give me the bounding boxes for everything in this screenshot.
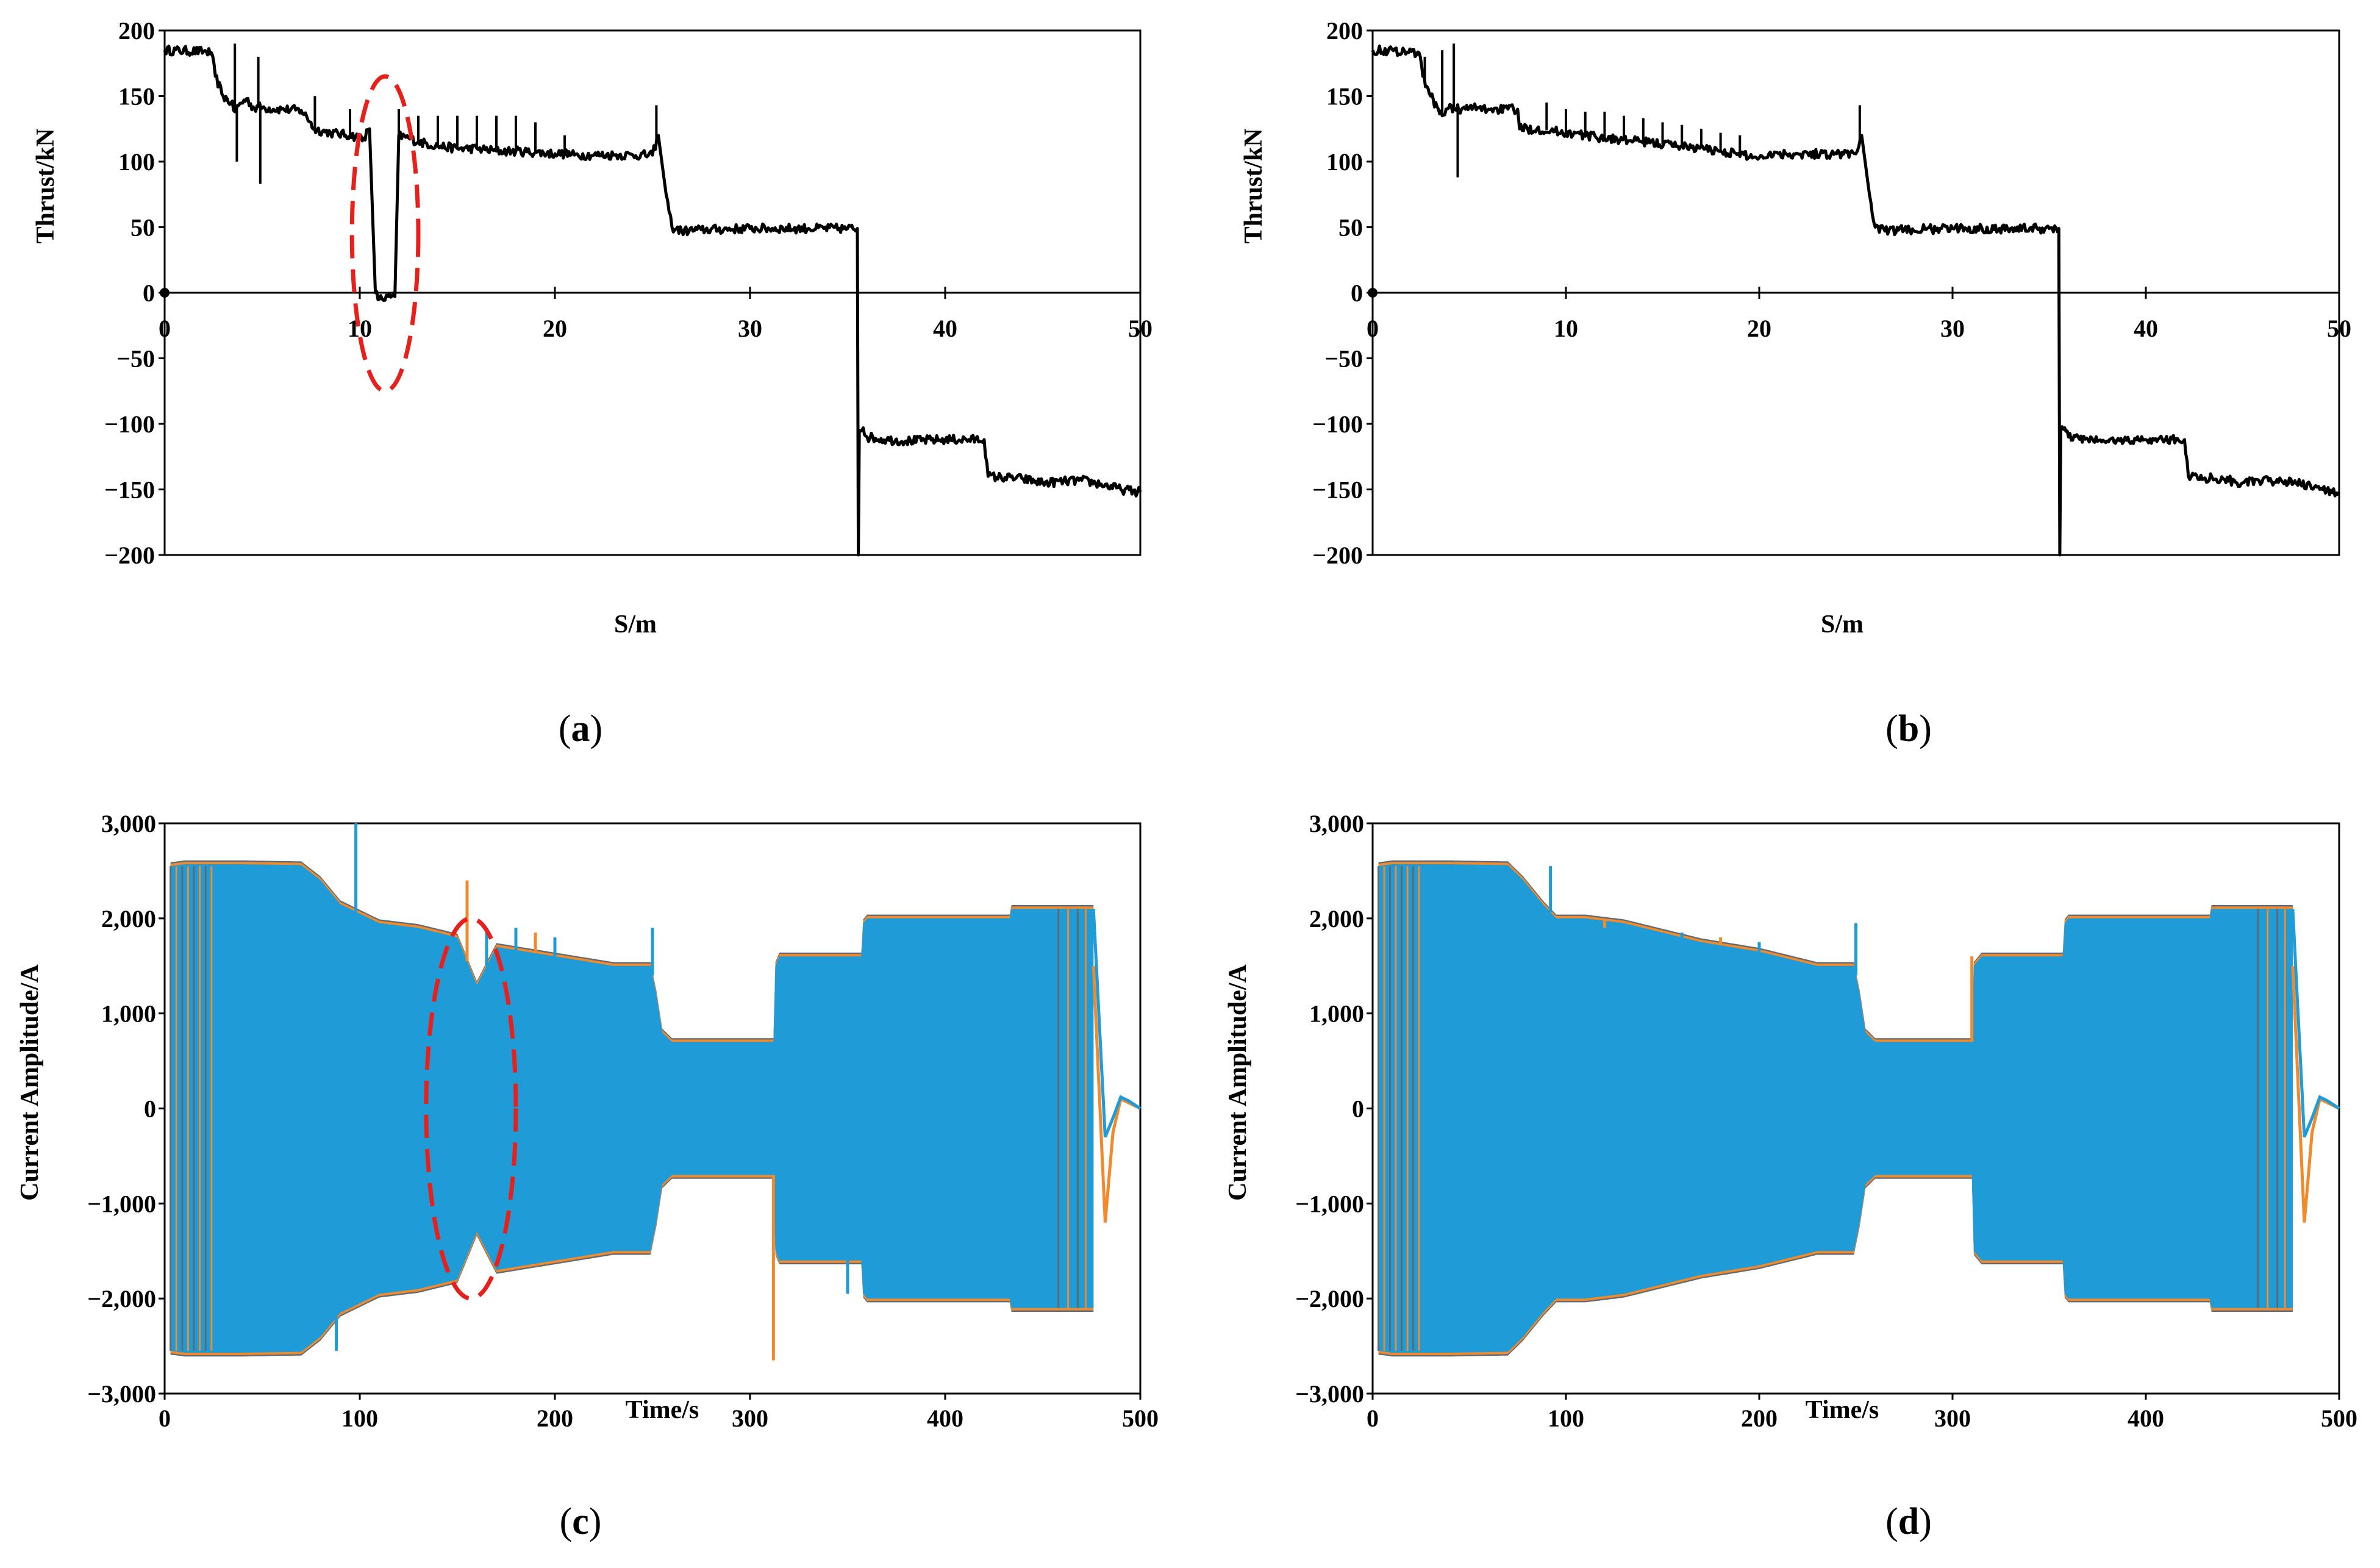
chart-a-ytick-label: 100 [118, 148, 155, 176]
chart-a-ytick-label: −50 [116, 345, 155, 373]
chart-b-ytick-label: 150 [1326, 83, 1363, 110]
chart-c-ytick-label: 1,000 [101, 1000, 156, 1028]
chart-d-tail-orange [2291, 965, 2340, 1223]
chart-c-xtick-label: 400 [927, 1405, 963, 1432]
chart-a-ytick-label: 50 [130, 214, 155, 242]
chart-b-xtick-label: 40 [2134, 315, 2158, 342]
chart-b-ytick-label: −50 [1324, 345, 1363, 373]
chart-a-xlabel: S/m [614, 610, 657, 639]
chart-c-phase-a-band [170, 864, 1094, 1353]
chart-c-tail-orange [1092, 965, 1142, 1223]
chart-c-xtick-label: 500 [1122, 1405, 1159, 1432]
chart-d-ytick-label: −1,000 [1295, 1190, 1364, 1217]
chart-d: Current Amplitude/A Time/s 3,000 2,000 1,0… [1224, 810, 2357, 1432]
chart-c-ytick-label: −1,000 [87, 1190, 156, 1217]
chart-d-xtick-label: 300 [1934, 1405, 1971, 1432]
chart-b-ytick-label: 100 [1326, 148, 1363, 176]
chart-b-ytick-label: −150 [1312, 476, 1363, 504]
chart-a-ytick-label: 200 [118, 17, 155, 45]
chart-c-ytick-label: 2,000 [101, 905, 156, 933]
chart-b-xlabel: S/m [1821, 610, 1864, 639]
chart-c-xlabel: Time/s [626, 1396, 699, 1424]
chart-b-thrust-line [1371, 45, 2341, 557]
chart-b-ytick-label: −200 [1312, 542, 1363, 569]
chart-d-xtick-label: 100 [1548, 1405, 1584, 1432]
chart-c-xtick-label: 100 [341, 1405, 378, 1432]
chart-a-xtick-label: 30 [738, 315, 762, 342]
chart-d-xtick-label: 500 [2321, 1405, 2357, 1432]
chart-d-xlabel: Time/s [1806, 1396, 1879, 1424]
chart-c-ytick-label: 0 [144, 1095, 156, 1123]
chart-b-ytick-label: −100 [1312, 410, 1363, 438]
chart-b-ylabel-group: Thrust/kN [1240, 128, 1268, 243]
chart-a-xtick-label: 0 [159, 315, 171, 342]
chart-b-ytick-label: 50 [1338, 214, 1363, 242]
chart-a-ytick-label: 0 [143, 279, 155, 307]
chart-c: Current Amplitude/A Time/s 3,000 2,000 1,0… [16, 810, 1159, 1432]
chart-c-ylabel-group: Current Amplitude/A [16, 964, 44, 1200]
chart-d-tail-blue [2291, 909, 2340, 1138]
chart-d-phase-a-band [1378, 864, 2293, 1353]
chart-b: Thrust/kN S/m 200150100500−50−100−150−20… [1240, 17, 2351, 639]
chart-a-ytick-label: −100 [104, 410, 155, 438]
chart-b-xtick-label: 20 [1747, 315, 1771, 342]
chart-d-ytick-label: −3,000 [1295, 1380, 1364, 1408]
chart-b-xtick-label: 50 [2327, 315, 2351, 342]
chart-a-xtick-label: 20 [543, 315, 567, 342]
chart-a-origin-marker [160, 288, 170, 298]
chart-a-ytick-label: −150 [104, 476, 155, 504]
chart-a-ytick-label: 150 [118, 83, 155, 110]
chart-d-ylabel-group: Current Amplitude/A [1224, 964, 1252, 1200]
chart-d-ytick-label: 2,000 [1309, 905, 1364, 933]
chart-b-ytick-label: 200 [1326, 17, 1363, 45]
chart-d-ylabel: Current Amplitude/A [1224, 964, 1252, 1200]
chart-c-xtick-label: 300 [732, 1405, 768, 1432]
chart-b-origin-marker [1368, 288, 1378, 298]
chart-c-xtick-label: 200 [537, 1405, 573, 1432]
chart-a-xtick-label: 50 [1128, 315, 1152, 342]
chart-a-thrust-line [163, 45, 1142, 557]
chart-d-ytick-label: 0 [1352, 1095, 1364, 1123]
chart-b-xtick-label: 30 [1940, 315, 1965, 342]
chart-d-ytick-label: 3,000 [1309, 810, 1364, 837]
chart-a-ylabel-group: Thrust/kN [32, 128, 60, 243]
chart-c-xtick-label: 0 [159, 1405, 171, 1432]
chart-a-ylabel: Thrust/kN [32, 128, 60, 243]
chart-d-ytick-label: −2,000 [1295, 1285, 1364, 1312]
chart-c-ytick-label: −3,000 [87, 1380, 156, 1408]
chart-b-xtick-label: 10 [1554, 315, 1578, 342]
caption-b: (b) [1885, 708, 1932, 750]
chart-a-xtick-label: 40 [933, 315, 957, 342]
chart-c-ylabel: Current Amplitude/A [16, 964, 44, 1200]
caption-d: (d) [1885, 1501, 1932, 1542]
chart-d-xtick-label: 200 [1741, 1405, 1778, 1432]
chart-d-ytick-label: 1,000 [1309, 1000, 1364, 1028]
chart-b-ytick-label: 0 [1351, 279, 1363, 307]
chart-a-ytick-label: −200 [104, 542, 155, 569]
chart-a: Thrust/kN S/m 200150100500−50−100−150−20… [32, 17, 1152, 639]
caption-c: (c) [559, 1501, 602, 1542]
chart-c-ytick-label: 3,000 [101, 810, 156, 837]
chart-d-xtick-label: 0 [1367, 1405, 1379, 1432]
caption-a: (a) [558, 708, 603, 750]
chart-c-tail-blue [1092, 909, 1142, 1138]
chart-c-ytick-label: −2,000 [87, 1285, 156, 1312]
chart-b-xtick-label: 0 [1367, 315, 1379, 342]
chart-d-xtick-label: 400 [2128, 1405, 2164, 1432]
chart-a-highlight-ellipse [349, 74, 421, 393]
chart-b-ylabel: Thrust/kN [1240, 128, 1268, 243]
chart-c-highlight-ellipse [424, 916, 518, 1301]
